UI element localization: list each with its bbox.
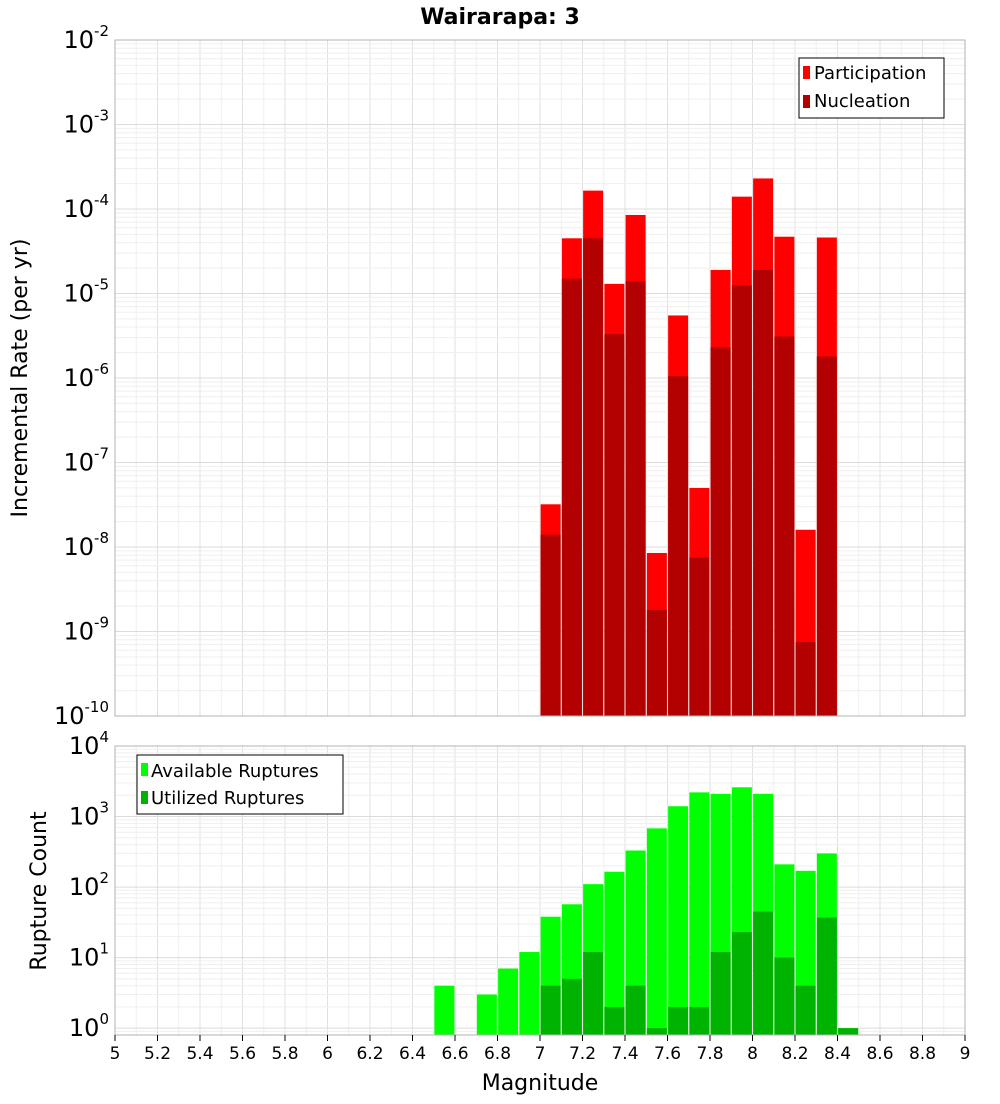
bottom-bar-utilized-ruptures bbox=[625, 985, 646, 1035]
y-tick-label: 101 bbox=[69, 940, 109, 972]
x-tick-label: 7.6 bbox=[654, 1044, 681, 1064]
bottom-bar-available-ruptures bbox=[646, 828, 667, 1035]
legend-swatch-available bbox=[141, 763, 148, 776]
bottom-bar-utilized-ruptures bbox=[668, 1006, 689, 1035]
bottom-bar-utilized-ruptures bbox=[731, 932, 752, 1035]
bottom-bar-available-ruptures bbox=[498, 968, 519, 1035]
x-tick-label: 5 bbox=[110, 1044, 121, 1064]
x-tick-label: 5.4 bbox=[186, 1044, 213, 1064]
top-bar-nucleation bbox=[604, 334, 625, 716]
x-tick-label: 7.4 bbox=[611, 1044, 638, 1064]
y-tick-label: 10-5 bbox=[63, 276, 109, 308]
x-tick-label: 8 bbox=[747, 1044, 758, 1064]
bottom-bars bbox=[434, 787, 859, 1035]
bottom-bar-available-ruptures bbox=[519, 952, 540, 1035]
y-tick-label: 10-10 bbox=[54, 698, 109, 730]
top-legend: Participation Nucleation bbox=[798, 57, 945, 119]
x-tick-label: 6.6 bbox=[441, 1044, 468, 1064]
bottom-bar-available-ruptures bbox=[434, 985, 455, 1035]
y-tick-label: 10-2 bbox=[63, 22, 109, 54]
top-bar-nucleation bbox=[540, 534, 561, 716]
y-tick-label: 10-6 bbox=[63, 360, 109, 392]
y-tick-label: 10-3 bbox=[63, 107, 109, 139]
bottom-bar-utilized-ruptures bbox=[604, 1006, 625, 1035]
bottom-bar-utilized-ruptures bbox=[646, 1028, 667, 1035]
bottom-bar-utilized-ruptures bbox=[795, 985, 816, 1035]
bottom-bar-utilized-ruptures bbox=[540, 985, 561, 1035]
y-tick-label: 103 bbox=[69, 799, 109, 831]
x-tick-label: 7.2 bbox=[569, 1044, 596, 1064]
x-tick-label: 8.2 bbox=[781, 1044, 808, 1064]
bottom-bar-available-ruptures bbox=[604, 871, 625, 1035]
bottom-legend: Available Ruptures Utilized Ruptures bbox=[136, 754, 344, 815]
top-bar-nucleation bbox=[753, 269, 774, 716]
bottom-bar-available-ruptures bbox=[476, 994, 497, 1035]
bottom-y-axis-title: Rupture Count bbox=[27, 811, 52, 971]
x-tick-label: 6.2 bbox=[356, 1044, 383, 1064]
x-tick-label: 6.8 bbox=[484, 1044, 511, 1064]
top-gridlines bbox=[114, 40, 966, 717]
bottom-bar-utilized-ruptures bbox=[689, 1006, 710, 1035]
bottom-bar-utilized-ruptures bbox=[816, 917, 837, 1035]
top-bar-nucleation bbox=[731, 285, 752, 716]
top-legend-box bbox=[798, 57, 945, 119]
top-bar-nucleation bbox=[795, 642, 816, 716]
top-bars bbox=[540, 178, 837, 717]
x-tick-label: 7 bbox=[535, 1044, 546, 1064]
x-tick-label: 5.2 bbox=[144, 1044, 171, 1064]
bottom-bar-available-ruptures bbox=[689, 792, 710, 1035]
top-bar-nucleation bbox=[710, 347, 731, 716]
y-tick-label: 10-4 bbox=[63, 191, 109, 223]
top-bar-nucleation bbox=[646, 609, 667, 716]
top-bar-nucleation bbox=[816, 356, 837, 716]
top-bar-nucleation bbox=[774, 336, 795, 716]
x-tick-label: 8.8 bbox=[909, 1044, 936, 1064]
y-tick-label: 10-8 bbox=[63, 529, 109, 561]
bottom-bar-utilized-ruptures bbox=[838, 1028, 859, 1035]
y-tick-label: 104 bbox=[69, 728, 109, 760]
chart-title: Wairarapa: 3 bbox=[420, 5, 580, 30]
x-tick-label: 6.4 bbox=[399, 1044, 426, 1064]
legend-swatch-participation bbox=[803, 66, 810, 79]
top-bar-nucleation bbox=[561, 278, 582, 716]
bottom-bar-utilized-ruptures bbox=[710, 952, 731, 1035]
legend-swatch-nucleation bbox=[803, 95, 810, 108]
y-tick-label: 10-7 bbox=[63, 445, 109, 477]
y-tick-label: 10-9 bbox=[63, 614, 109, 646]
x-tick-label: 5.6 bbox=[229, 1044, 256, 1064]
x-tick-label: 7.8 bbox=[696, 1044, 723, 1064]
x-axis-title: Magnitude bbox=[482, 1071, 599, 1096]
bottom-y-ticks: 104 103 102 101 100 bbox=[69, 728, 109, 1042]
bottom-legend-box bbox=[136, 754, 344, 815]
bottom-bar-utilized-ruptures bbox=[583, 952, 604, 1035]
bottom-bar-utilized-ruptures bbox=[774, 957, 795, 1035]
x-tick-label: 8.4 bbox=[824, 1044, 851, 1064]
legend-label-utilized: Utilized Ruptures bbox=[151, 788, 304, 809]
legend-label-nucleation: Nucleation bbox=[814, 91, 910, 112]
bottom-x-ticks: 5 5.2 5.4 5.6 5.8 6 6.2 6.4 6.6 6.8 7 7.2 7.4 7.6 7.8 8… bbox=[110, 1035, 971, 1064]
top-bar-nucleation bbox=[625, 281, 646, 716]
legend-label-participation: Participation bbox=[814, 63, 926, 84]
top-y-axis-title: Incremental Rate (per yr) bbox=[8, 239, 33, 518]
top-bar-nucleation bbox=[689, 557, 710, 716]
top-bar-nucleation bbox=[668, 376, 689, 716]
x-tick-label: 8.6 bbox=[866, 1044, 893, 1064]
bottom-bar-utilized-ruptures bbox=[753, 911, 774, 1035]
x-tick-label: 9 bbox=[960, 1044, 971, 1064]
top-bar-nucleation bbox=[583, 238, 604, 717]
legend-label-available: Available Ruptures bbox=[151, 761, 319, 782]
bottom-bar-available-ruptures bbox=[668, 806, 689, 1035]
y-tick-label: 100 bbox=[69, 1010, 109, 1042]
top-y-ticks: 10-2 10-3 10-4 10-5 10-6 10-7 10-8 10-9 10-10 bbox=[54, 22, 109, 730]
legend-swatch-utilized bbox=[141, 791, 148, 804]
x-tick-label: 6 bbox=[322, 1044, 333, 1064]
x-tick-label: 5.8 bbox=[271, 1044, 298, 1064]
bottom-bar-utilized-ruptures bbox=[561, 978, 582, 1035]
top-plot-frame bbox=[114, 39, 966, 717]
y-tick-label: 102 bbox=[69, 869, 109, 901]
